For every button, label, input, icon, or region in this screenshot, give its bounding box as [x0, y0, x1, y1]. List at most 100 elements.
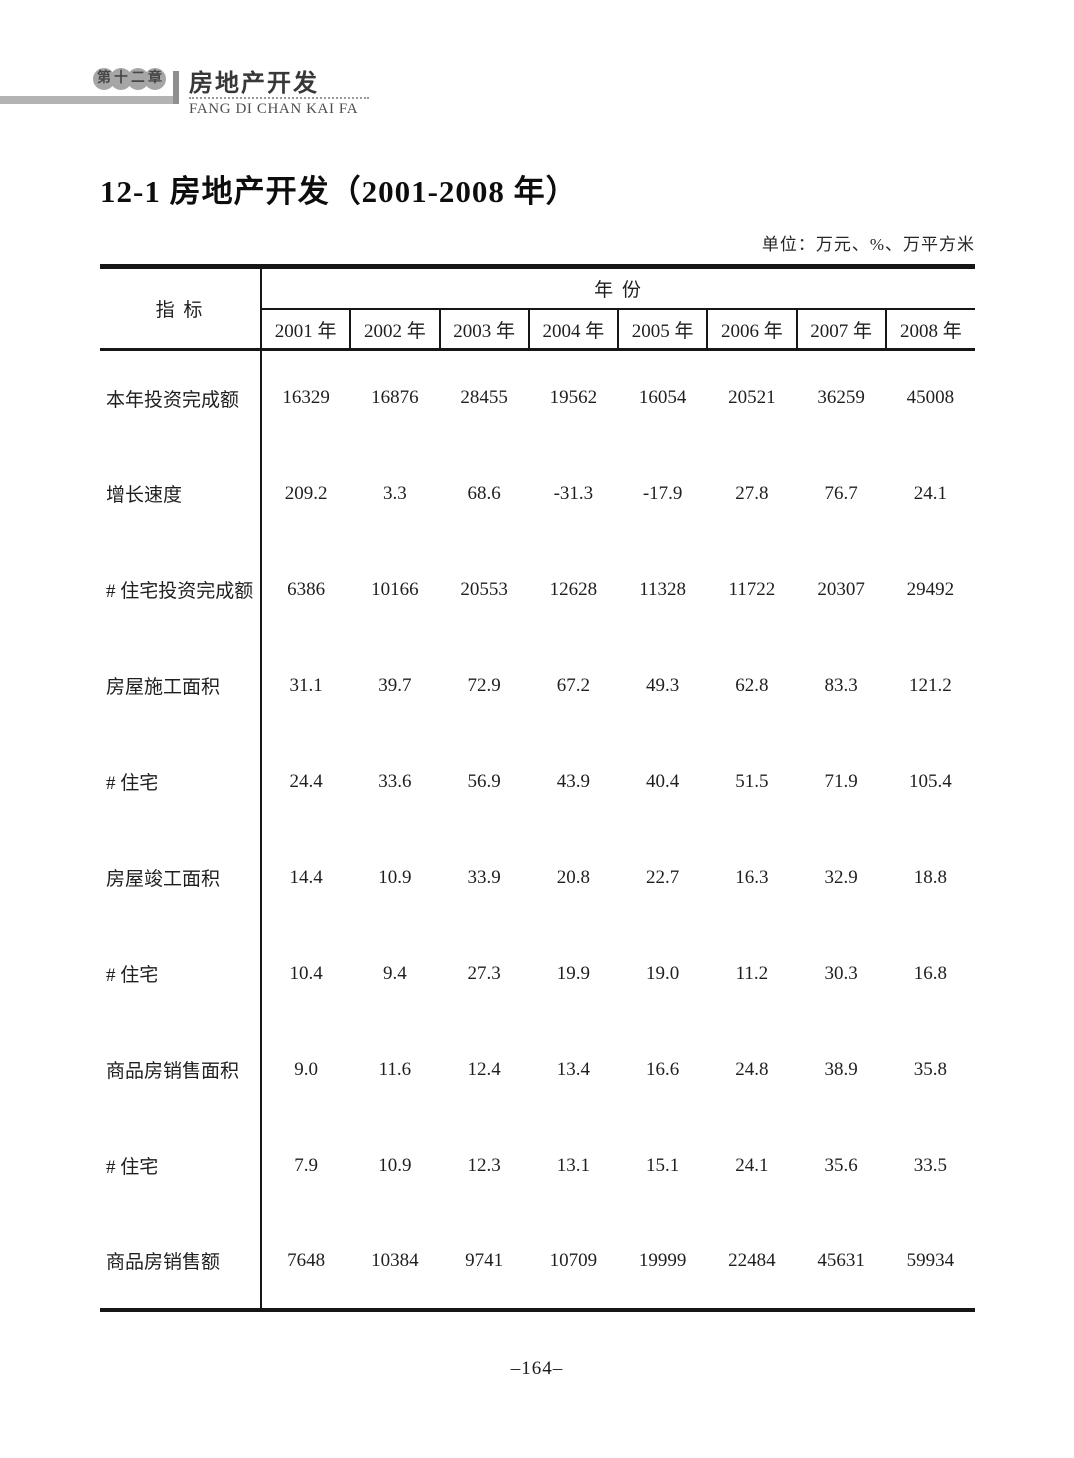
unit-note: 单位：万元、%、万平方米: [761, 235, 975, 254]
year-column-header: 2008 年: [884, 309, 976, 351]
value-cell: 33.6: [378, 770, 412, 792]
value-cell: 11.2: [735, 962, 769, 984]
value-cell: 12.4: [467, 1058, 501, 1080]
value-cell: 16.3: [735, 866, 769, 888]
value-cell: 19562: [549, 387, 598, 409]
chapter-gray-bar: [0, 96, 174, 104]
value-cell: 20521: [728, 387, 776, 409]
value-cell: 20307: [817, 578, 865, 600]
value-cell: 36259: [817, 387, 865, 409]
year-column-header: 2001 年: [259, 309, 351, 351]
year-group-header-cell: 年 份: [261, 266, 976, 310]
value-cell: 30.3: [824, 962, 858, 984]
value-cell: 16054: [638, 387, 687, 409]
value-cell: 28455: [460, 387, 508, 409]
year-group-row: 指 标 年 份: [100, 266, 976, 351]
value-cell: 9.0: [294, 1058, 318, 1080]
value-cell: 24.8: [735, 1058, 769, 1080]
table-row: # 住宅 7.9 10.9 12.3 13.1 15.1 24.1 35.6 33.5: [100, 1117, 975, 1214]
chapter-title-pinyin: FANG DI CHAN KAI FA: [189, 101, 359, 117]
value-cell: 56.9: [467, 770, 501, 792]
value-cell: 11722: [728, 578, 776, 600]
value-cell: 33.9: [467, 866, 501, 888]
value-cell: 16876: [371, 387, 419, 409]
indicator-label: 增长速度: [100, 445, 262, 542]
year-column-header: 2003 年: [438, 309, 529, 351]
chapter-divider: [173, 71, 179, 104]
indicator-label: # 住宅: [100, 1117, 262, 1214]
value-cell: 19.9: [556, 962, 590, 984]
page-number: –164–: [510, 1358, 564, 1379]
year-header-row: 2001 年 2002 年 2003 年 2004 年 2005 年 2006 年 2007…: [100, 309, 976, 351]
table-row: # 住宅 24.4 33.6 56.9 43.9 40.4 51.5 71.9 105.4: [100, 733, 975, 830]
indicator-label: # 住宅: [100, 733, 262, 830]
value-cell: 3.3: [383, 482, 407, 504]
value-cell: 62.8: [735, 674, 769, 696]
indicator-label: 房屋竣工面积: [100, 829, 262, 926]
value-cell: 7648: [287, 1249, 326, 1271]
chapter-title: 房地产开发: [189, 70, 319, 97]
table-row: 商品房销售面积 9.0 11.6 12.4 13.4 16.6 24.8 38.9 35.8: [100, 1021, 975, 1118]
value-cell: 13.1: [556, 1154, 590, 1176]
value-cell: 39.7: [378, 674, 412, 696]
value-cell: 10384: [371, 1249, 419, 1271]
value-cell: 59934: [906, 1249, 955, 1271]
value-cell: 24.4: [289, 770, 323, 792]
value-cell: 10166: [371, 578, 419, 600]
value-cell: 6386: [287, 578, 326, 600]
table-row: 房屋施工面积 31.1 39.7 72.9 67.2 49.3 62.8 83.3 121.2: [100, 637, 975, 734]
value-cell: 45008: [906, 387, 955, 409]
table-row: 商品房销售额 7648 10384 9741 10709 19999 22484 45631 5…: [100, 1213, 975, 1310]
value-cell: 51.5: [735, 770, 769, 792]
table-row: # 住宅投资完成额 6386 10166 20553 12628 11328 11722 20…: [100, 541, 975, 638]
value-cell: 10.9: [378, 1154, 412, 1176]
value-cell: 24.1: [913, 482, 947, 504]
chapter-badge: 第十二章: [93, 68, 166, 90]
value-cell: 121.2: [909, 674, 952, 696]
value-cell: 68.6: [467, 482, 501, 504]
section-title: 12-1 房地产开发（2001-2008 年）: [100, 174, 578, 209]
value-cell: 209.2: [284, 482, 328, 504]
table-row: 房屋竣工面积 14.4 10.9 33.9 20.8 22.7 16.3 32.9 18.8: [100, 829, 975, 926]
value-cell: 35.8: [913, 1058, 947, 1080]
value-cell: 49.3: [646, 674, 680, 696]
value-cell: 20.8: [556, 866, 590, 888]
value-cell: 32.9: [824, 866, 858, 888]
value-cell: 27.8: [735, 482, 769, 504]
chapter-badge-char: 第: [93, 68, 115, 90]
indicator-label: 商品房销售面积: [100, 1021, 262, 1118]
value-cell: -17.9: [642, 482, 683, 504]
value-cell: 16329: [282, 387, 330, 409]
value-cell: 71.9: [824, 770, 858, 792]
table-body: 本年投资完成额 16329 16876 28455 19562 16054 20521 362…: [100, 349, 975, 1310]
value-cell: 9.4: [383, 962, 407, 984]
year-column-header: 2002 年: [349, 309, 440, 351]
indicator-label: # 住宅: [100, 925, 262, 1022]
table-wrapper: 指 标 年 份 2001 年 2002 年 2003 年 2004 年 2005 年 20…: [100, 264, 976, 1312]
chapter-badge-char: 章: [144, 68, 166, 90]
year-column-header: 2006 年: [706, 309, 797, 351]
value-cell: 27.3: [467, 962, 501, 984]
value-cell: 24.1: [735, 1154, 769, 1176]
data-table: 指 标 年 份 2001 年 2002 年 2003 年 2004 年 2005 年 20…: [100, 264, 976, 1312]
value-cell: 72.9: [467, 674, 501, 696]
chapter-badge-char: 二: [127, 68, 149, 90]
value-cell: 22.7: [646, 866, 680, 888]
chapter-badge-char: 十: [110, 68, 132, 90]
indicator-label: 本年投资完成额: [100, 349, 262, 446]
table-row: 增长速度 209.2 3.3 68.6 -31.3 -17.9 27.8 76.7 24.1: [100, 445, 975, 542]
value-cell: 40.4: [646, 770, 680, 792]
value-cell: 19.0: [646, 962, 680, 984]
value-cell: 43.9: [556, 770, 590, 792]
value-cell: 35.6: [824, 1154, 858, 1176]
value-cell: 31.1: [289, 674, 323, 696]
year-column-header: 2004 年: [527, 309, 618, 351]
indicator-label: 房屋施工面积: [100, 637, 262, 734]
value-cell: 11328: [639, 578, 687, 600]
value-cell: 33.5: [913, 1154, 947, 1176]
value-cell: 10.4: [289, 962, 323, 984]
year-column-header: 2007 年: [795, 309, 886, 351]
indicator-label: 商品房销售额: [100, 1213, 262, 1310]
value-cell: 18.8: [913, 866, 947, 888]
value-cell: 12628: [549, 578, 598, 600]
